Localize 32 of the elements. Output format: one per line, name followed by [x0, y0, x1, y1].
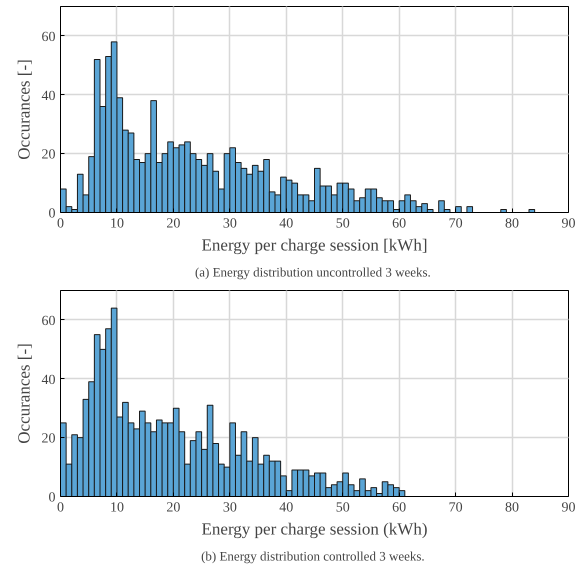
x-tick-label: 10 [110, 216, 124, 232]
x-tick-label: 70 [448, 500, 463, 516]
x-tick-label: 60 [392, 500, 406, 516]
y-axis-title: Occurances [-] [14, 59, 34, 160]
x-tick-label: 90 [562, 216, 576, 232]
y-tick-label: 40 [42, 372, 56, 388]
x-axis-title: Energy per charge session (kWh) [202, 520, 428, 538]
x-tick-label: 50 [336, 500, 350, 516]
x-tick-label: 90 [562, 500, 576, 516]
y-tick-label: 60 [42, 30, 56, 45]
x-tick-label: 20 [166, 216, 180, 232]
y-axis-title: Occurances [-] [14, 343, 34, 444]
text: (b) Energy distribution controlled 3 weeks. [201, 548, 425, 564]
x-tick-label: 30 [222, 500, 237, 516]
y-tick-label: 20 [42, 148, 56, 163]
x-tick-label: 30 [222, 216, 237, 232]
y-tick-label: 40 [42, 88, 56, 104]
y-tick-label: 0 [48, 490, 56, 506]
y-tick-label: 60 [42, 314, 56, 329]
x-tick-label: 40 [279, 500, 294, 516]
x-tick-label: 20 [166, 500, 180, 516]
y-tick-label: 0 [48, 206, 56, 222]
x-tick-label: 80 [505, 216, 520, 232]
x-tick-label: 80 [505, 500, 520, 516]
x-tick-label: 60 [392, 216, 406, 232]
x-tick-label: 70 [448, 216, 463, 232]
x-tick-label: 10 [110, 500, 124, 516]
x-tick-label: 50 [336, 216, 350, 232]
y-tick-label: 20 [42, 432, 56, 447]
x-axis-title: Energy per charge session [kWh] [202, 236, 428, 254]
x-tick-label: 40 [279, 216, 294, 232]
text: (a) Energy distribution uncontrolled 3 weeks. [194, 264, 431, 280]
